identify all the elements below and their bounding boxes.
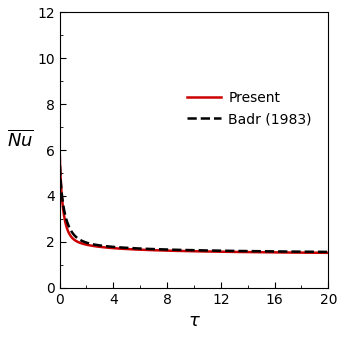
Badr (1983) bbox=[124, 246, 128, 250]
Line: Present: Present bbox=[60, 146, 328, 253]
Badr (1983) bbox=[326, 250, 330, 254]
Present bbox=[94, 244, 98, 248]
Present bbox=[124, 247, 128, 251]
Present bbox=[63, 221, 67, 225]
Badr (1983) bbox=[119, 245, 123, 249]
Badr (1983) bbox=[94, 243, 98, 247]
Line: Badr (1983): Badr (1983) bbox=[60, 153, 328, 252]
Present bbox=[57, 144, 62, 148]
Present bbox=[58, 157, 62, 161]
Badr (1983) bbox=[63, 214, 67, 218]
Present bbox=[326, 251, 330, 255]
Legend: Present, Badr (1983): Present, Badr (1983) bbox=[182, 87, 316, 130]
Badr (1983) bbox=[58, 162, 62, 166]
Y-axis label: $\overline{Nu}$: $\overline{Nu}$ bbox=[7, 129, 34, 150]
Badr (1983) bbox=[57, 151, 62, 155]
X-axis label: τ: τ bbox=[189, 312, 200, 330]
Present bbox=[119, 247, 123, 251]
Badr (1983) bbox=[62, 206, 66, 210]
Present bbox=[62, 212, 66, 216]
